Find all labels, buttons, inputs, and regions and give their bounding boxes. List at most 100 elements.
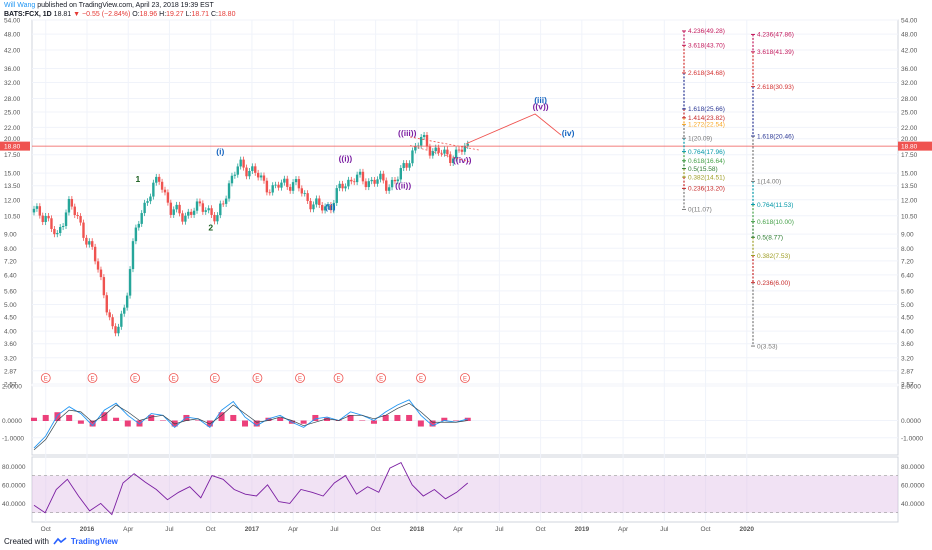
price-tick-right: 48.00 bbox=[901, 32, 918, 39]
price-tick-right: 10.50 bbox=[901, 213, 918, 220]
candle-body bbox=[120, 313, 123, 327]
price-change: −0.55 (−2.84%) bbox=[82, 11, 131, 18]
candle-body bbox=[181, 213, 184, 222]
earnings-label: E bbox=[463, 377, 467, 383]
price-tick-right: 6.40 bbox=[901, 272, 914, 279]
macd-histogram-bar bbox=[370, 420, 377, 424]
earnings-marker bbox=[460, 373, 470, 383]
candle-body bbox=[364, 181, 368, 188]
candle-body bbox=[323, 206, 327, 211]
macd-histogram-bar bbox=[89, 420, 96, 427]
candle-body bbox=[460, 149, 464, 152]
time-tick: Apr bbox=[453, 526, 464, 533]
macd-histogram-bar bbox=[42, 414, 49, 421]
earnings-marker bbox=[130, 373, 140, 383]
time-tick: Oct bbox=[536, 526, 546, 533]
candle-body bbox=[320, 204, 324, 211]
earnings-marker bbox=[168, 373, 179, 383]
candle-body bbox=[155, 176, 158, 183]
price-tick-left: 2.57 bbox=[4, 382, 17, 389]
close-label: C: bbox=[210, 11, 218, 18]
macd-histogram-bar bbox=[206, 420, 213, 427]
rsi-line bbox=[33, 461, 469, 516]
fib-ext-2-level-label: 4.236(47.86) bbox=[757, 32, 794, 39]
current-price-tag-right bbox=[898, 141, 932, 151]
candle-body bbox=[347, 179, 350, 187]
price-tick-left: 36.00 bbox=[4, 66, 21, 73]
open-value: 18.96 bbox=[139, 11, 158, 18]
candle-body bbox=[192, 210, 196, 215]
candle-body bbox=[312, 204, 315, 210]
current-price-tag-left bbox=[0, 141, 30, 151]
price-tick-left: 13.50 bbox=[4, 183, 21, 190]
price-tick-left: 10.50 bbox=[4, 213, 21, 220]
macd-histogram-bar bbox=[394, 414, 401, 421]
symbol-label: BATS:FCX, 1D bbox=[4, 11, 52, 18]
candle-body bbox=[283, 178, 286, 183]
candle-body bbox=[419, 137, 423, 146]
candle-body bbox=[38, 206, 42, 216]
macd-histogram-bar bbox=[195, 420, 202, 421]
macd-tick-right: -1.0000 bbox=[901, 435, 923, 442]
candle-body bbox=[195, 201, 199, 211]
brand-name[interactable]: TradingView bbox=[70, 537, 118, 546]
macd-histogram-bar bbox=[218, 412, 225, 421]
price-tick-right: 13.50 bbox=[901, 183, 918, 190]
candle-body bbox=[61, 226, 65, 228]
candle-body bbox=[198, 201, 202, 204]
macd-histogram-bar bbox=[324, 417, 331, 421]
candle-body bbox=[88, 241, 91, 245]
candle-body bbox=[355, 174, 359, 183]
publish-info: Will Wang published on TradingView.com, … bbox=[4, 1, 214, 10]
price-tick-left: 8.00 bbox=[4, 246, 17, 253]
candle-body bbox=[64, 212, 68, 227]
macd-histogram-bar bbox=[441, 417, 448, 421]
candle-body bbox=[102, 277, 106, 296]
fib-ext-1-level-label: 1.414(23.82) bbox=[688, 115, 725, 122]
price-tick-left: 42.00 bbox=[4, 48, 21, 55]
candle-body bbox=[93, 246, 97, 262]
candle-body bbox=[431, 151, 435, 156]
candle-body bbox=[79, 216, 82, 223]
macd-histogram-bar bbox=[230, 414, 237, 421]
price-tick-right: 4.00 bbox=[901, 329, 914, 336]
candle-body bbox=[222, 203, 225, 205]
time-tick: Jul bbox=[165, 526, 174, 533]
candle-body bbox=[96, 261, 100, 270]
wave-label: ((iii)) bbox=[398, 128, 417, 138]
fib-ext-1-level-label: 0.382(14.51) bbox=[688, 174, 725, 181]
candle-body bbox=[422, 134, 426, 138]
candle-body bbox=[76, 215, 79, 217]
price-tick-right: 7.20 bbox=[901, 258, 914, 265]
fib-ext-1-level-label: 1.618(25.66) bbox=[688, 106, 725, 113]
high-value: 19.27 bbox=[166, 11, 184, 18]
candle-body bbox=[390, 179, 394, 188]
candle-body bbox=[233, 174, 237, 176]
earnings-label: E bbox=[213, 377, 217, 383]
candle-body bbox=[172, 209, 175, 215]
price-tick-right: 32.00 bbox=[901, 80, 918, 87]
candle-body bbox=[329, 204, 333, 211]
candle-body bbox=[184, 215, 187, 222]
time-tick: 2017 bbox=[245, 526, 260, 533]
earnings-label: E bbox=[133, 377, 137, 383]
price-tick-left: 48.00 bbox=[4, 32, 21, 39]
candle-body bbox=[213, 214, 216, 222]
candle-body bbox=[268, 192, 271, 194]
macd-histogram-bar bbox=[77, 420, 84, 424]
fib-ext-2-level-label: 0.382(7.53) bbox=[757, 253, 790, 260]
candle-body bbox=[216, 215, 219, 222]
macd-histogram-bar bbox=[453, 420, 460, 421]
candle-body bbox=[242, 159, 245, 168]
wave-label: (iii) bbox=[534, 95, 547, 105]
fib-ext-1-level-label: 0.5(15.58) bbox=[688, 166, 718, 173]
macd-histogram-bar bbox=[359, 420, 366, 421]
candle-body bbox=[411, 150, 414, 164]
candle-body bbox=[44, 215, 47, 223]
price-tick-right: 2.57 bbox=[901, 382, 914, 389]
candle-body bbox=[227, 183, 231, 199]
candle-body bbox=[451, 158, 455, 163]
earnings-marker bbox=[416, 373, 426, 383]
earnings-label: E bbox=[298, 377, 302, 383]
author-name[interactable]: Will Wang bbox=[4, 2, 36, 9]
